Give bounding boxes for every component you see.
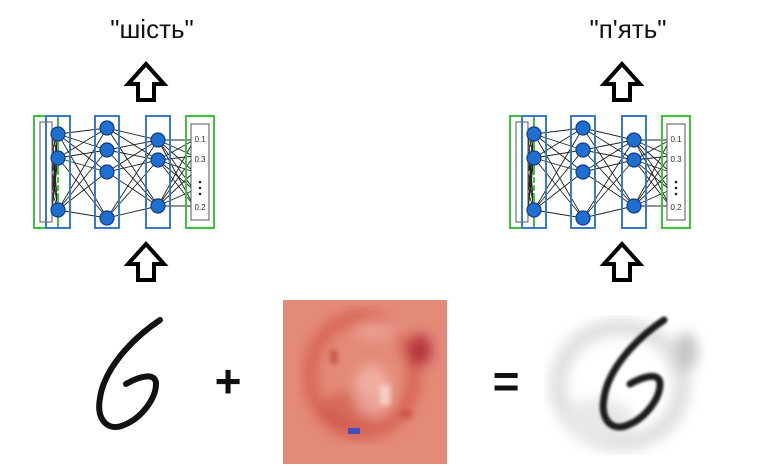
neuron: [575, 164, 591, 180]
connection-lines: [51, 127, 195, 219]
ellipsis-dot: [198, 180, 202, 184]
output-layer: 0.1 0.3 0.2: [661, 115, 691, 229]
ellipsis-dot: [198, 186, 202, 190]
ellipsis-dot: [674, 192, 678, 196]
ellipsis-dot: [105, 201, 109, 205]
neuron: [50, 202, 66, 218]
hidden-layer-box: [621, 115, 647, 229]
output-value: 0.1: [194, 135, 206, 144]
right-output-label: "п'ять": [589, 14, 667, 44]
neuron: [99, 142, 115, 158]
neuron: [150, 152, 166, 168]
ellipsis-dot: [156, 189, 160, 193]
ellipsis-dot: [156, 181, 160, 185]
adversarial-digit-image: [540, 305, 710, 463]
neuron: [99, 210, 115, 226]
ellipsis-dot: [105, 193, 109, 197]
hidden-layer-box: [94, 115, 120, 229]
neuron: [526, 126, 542, 142]
hidden-layer-box: [45, 115, 71, 229]
neuron: [99, 120, 115, 136]
neuron: [99, 164, 115, 180]
hidden-layer-box: [570, 115, 596, 229]
output-layer-box: [661, 115, 691, 229]
left-output-label: "шість": [110, 14, 194, 44]
left-input-arrow-icon: [126, 242, 166, 282]
output-value: 0.3: [670, 155, 682, 164]
neuron: [575, 210, 591, 226]
ellipsis-dot: [581, 201, 585, 205]
original-digit-image: [96, 317, 163, 430]
ellipsis-dot: [198, 192, 202, 196]
perturbation-noise-image: [283, 300, 447, 464]
ellipsis-dot: [56, 190, 60, 194]
ellipsis-dot: [674, 180, 678, 184]
plus-operator: +: [214, 355, 242, 407]
ellipsis-dot: [156, 173, 160, 177]
ellipsis-dot: [56, 182, 60, 186]
neuron: [626, 152, 642, 168]
ellipsis-dot: [674, 186, 678, 190]
right-neural-network: 0.1 0.3 0.2: [509, 115, 691, 229]
neuron: [626, 198, 642, 214]
ellipsis-dot: [532, 190, 536, 194]
connection-lines: [527, 127, 671, 219]
neuron: [526, 150, 542, 166]
output-value: 0.3: [194, 155, 206, 164]
ellipsis-dot: [56, 174, 60, 178]
neuron: [575, 142, 591, 158]
neuron: [50, 150, 66, 166]
ellipsis-dot: [632, 181, 636, 185]
hidden-layer-box: [145, 115, 171, 229]
hidden-layer-box: [521, 115, 547, 229]
ellipsis-dot: [105, 185, 109, 189]
ellipsis-dot: [581, 193, 585, 197]
neuron: [575, 120, 591, 136]
left-neural-network: 0.1 0.3 0.2: [33, 115, 215, 229]
neuron: [50, 126, 66, 142]
neuron: [526, 202, 542, 218]
equals-operator: =: [492, 355, 520, 407]
output-layer-box: [185, 115, 215, 229]
ellipsis-dot: [632, 189, 636, 193]
output-vector: [190, 123, 210, 221]
right-input-arrow-icon: [602, 242, 642, 282]
output-value: 0.1: [670, 135, 682, 144]
neuron: [626, 132, 642, 148]
output-vector: [666, 123, 686, 221]
ellipsis-dot: [532, 182, 536, 186]
ellipsis-dot: [532, 174, 536, 178]
left-output-arrow-icon: [126, 62, 166, 102]
output-value: 0.2: [670, 203, 682, 212]
ellipsis-dot: [632, 173, 636, 177]
output-layer: 0.1 0.3 0.2: [185, 115, 215, 229]
ellipsis-dot: [581, 185, 585, 189]
neuron: [150, 198, 166, 214]
neuron: [150, 132, 166, 148]
output-value: 0.2: [194, 203, 206, 212]
right-output-arrow-icon: [602, 62, 642, 102]
